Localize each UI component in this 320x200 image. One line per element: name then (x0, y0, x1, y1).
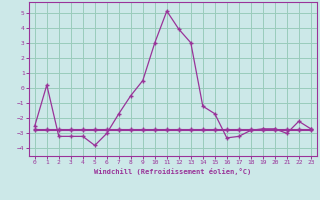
X-axis label: Windchill (Refroidissement éolien,°C): Windchill (Refroidissement éolien,°C) (94, 168, 252, 175)
